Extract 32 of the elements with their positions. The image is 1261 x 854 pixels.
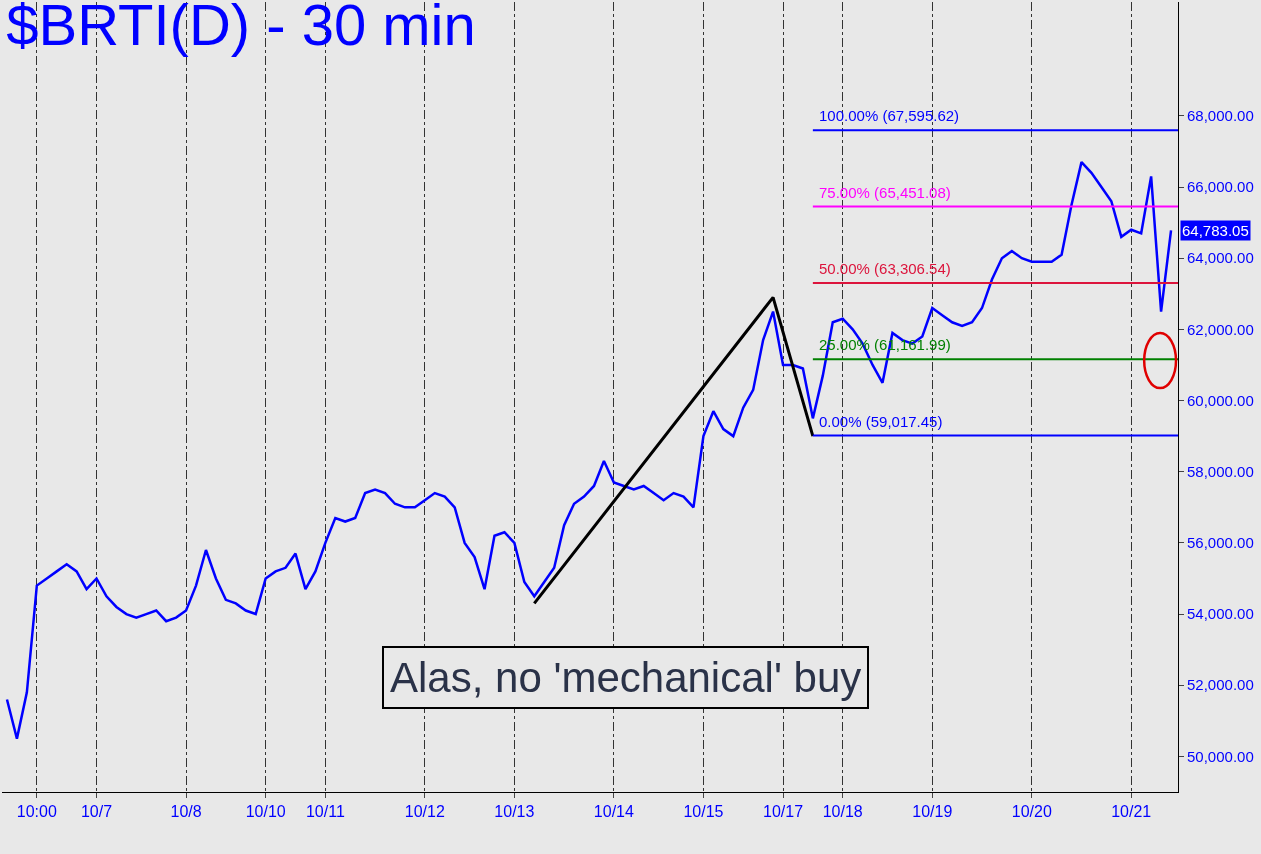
x-tick-label: 10/13: [494, 803, 535, 821]
y-tick-label: 66,000.00: [1187, 178, 1254, 196]
ref-line-label: 75.00% (65,451.08): [819, 184, 951, 201]
x-tick-label: 10/14: [593, 803, 634, 821]
x-tick-label: 10/15: [683, 803, 724, 821]
y-tick-label: 60,000.00: [1187, 391, 1254, 409]
ref-line-label: 50.00% (63,306.54): [819, 260, 951, 277]
y-tick-label: 50,000.00: [1187, 747, 1254, 765]
ref-line-label: 0.00% (59,017.45): [819, 413, 943, 430]
x-tick-label: 10/20: [1011, 803, 1052, 821]
x-tick-label: 10/12: [404, 803, 445, 821]
y-tick-label: 62,000.00: [1187, 320, 1254, 338]
x-tick-label: 10/21: [1111, 803, 1152, 821]
x-tick-label: 10/19: [912, 803, 953, 821]
x-tick-label: 10/18: [822, 803, 863, 821]
x-tick-label: 10/17: [763, 803, 804, 821]
line-series: [5, 160, 1173, 740]
y-tick-label: 64,000.00: [1187, 249, 1254, 267]
x-tick-label: 10:00: [16, 803, 57, 821]
x-tick-label: 10/8: [170, 803, 202, 821]
text: 64,783.05: [1182, 222, 1249, 239]
y-tick-label: 52,000.00: [1187, 676, 1254, 694]
x-tick-label: 10/10: [245, 803, 286, 821]
ref-line-label: 100.00% (67,595.62): [819, 107, 960, 124]
x-tick-label: 10/7: [80, 803, 113, 821]
y-tick-label: 68,000.00: [1187, 107, 1254, 125]
annotation: Alas, no 'mechanical' buy: [390, 654, 862, 701]
chart-title: $BRTI(D) - 30 min: [6, 0, 476, 57]
y-tick-label: 58,000.00: [1187, 462, 1254, 480]
y-tick-label: 56,000.00: [1187, 534, 1254, 552]
x-tick-label: 10/11: [305, 803, 345, 821]
y-tick-label: 54,000.00: [1187, 605, 1254, 623]
